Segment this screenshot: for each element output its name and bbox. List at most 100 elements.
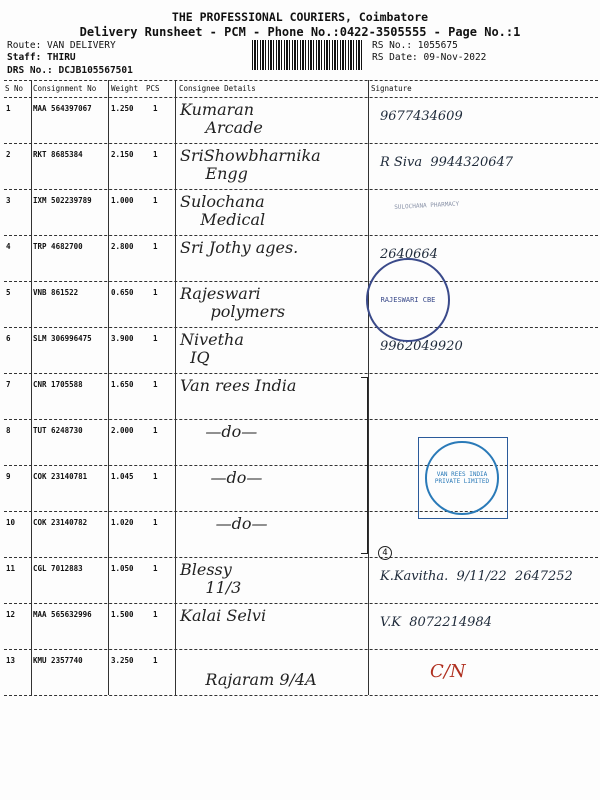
row-pcs: 1 bbox=[153, 334, 158, 343]
row-weight: 3.250 bbox=[111, 656, 134, 665]
staff: Staff: THIRU bbox=[7, 52, 76, 63]
row-divider bbox=[4, 649, 598, 650]
row-pcs: 1 bbox=[153, 242, 158, 251]
col-sno: S No bbox=[5, 84, 24, 93]
row-consignee: Rajeswari polymers bbox=[180, 284, 286, 321]
row-pcs: 1 bbox=[153, 518, 158, 527]
row-pcs: 1 bbox=[153, 426, 158, 435]
rs-date: RS Date: 09-Nov-2022 bbox=[372, 52, 487, 63]
row-consignee: Blessy 11/3 bbox=[180, 560, 242, 597]
column-line bbox=[175, 80, 176, 695]
row-pcs: 1 bbox=[153, 610, 158, 619]
row-consignee: —do— bbox=[180, 468, 263, 487]
col-pcs: PCS bbox=[146, 84, 160, 93]
row-consignment: CNR 1705588 bbox=[33, 380, 83, 389]
row-weight: 2.000 bbox=[111, 426, 134, 435]
row-weight: 1.050 bbox=[111, 564, 134, 573]
row-signature: K.Kavitha. 9/11/22 2647252 bbox=[380, 569, 573, 584]
col-weight: Weight bbox=[111, 84, 139, 93]
row-sno: 1 bbox=[6, 104, 11, 113]
row-divider bbox=[4, 143, 598, 144]
row-consignment: KMU 2357740 bbox=[33, 656, 83, 665]
row-signature: 9677434609 bbox=[380, 109, 463, 124]
divider bbox=[4, 80, 598, 81]
row-divider bbox=[4, 281, 598, 282]
row-pcs: 1 bbox=[153, 288, 158, 297]
row-consignment: COK 23140782 bbox=[33, 518, 88, 527]
row-weight: 3.900 bbox=[111, 334, 134, 343]
row-consignee: Sri Jothy ages. bbox=[180, 238, 299, 257]
row-signature: 9962049920 bbox=[380, 339, 463, 354]
row-weight: 1.250 bbox=[111, 104, 134, 113]
row-sno: 2 bbox=[6, 150, 11, 159]
bracket-mark bbox=[361, 377, 368, 554]
row-weight: 0.650 bbox=[111, 288, 134, 297]
row-sno: 4 bbox=[6, 242, 11, 251]
row-weight: 1.500 bbox=[111, 610, 134, 619]
drs-number: DRS No.: DCJB105567501 bbox=[7, 65, 133, 76]
row-signature: R Siva 9944320647 bbox=[380, 155, 514, 170]
barcode bbox=[252, 40, 362, 70]
row-consignee: —do— bbox=[180, 422, 258, 441]
company-title: THE PROFESSIONAL COURIERS, Coimbatore bbox=[171, 10, 429, 24]
bracket-note: 4 bbox=[378, 546, 392, 560]
row-consignee: Kalai Selvi bbox=[180, 606, 267, 625]
row-divider bbox=[4, 373, 598, 374]
row-consignee: —do— bbox=[180, 514, 268, 533]
row-pcs: 1 bbox=[153, 150, 158, 159]
row-signature: C/N bbox=[430, 661, 466, 682]
row-weight: 2.800 bbox=[111, 242, 134, 251]
row-signature: 2640664 bbox=[380, 247, 438, 262]
row-consignment: TUT 6248730 bbox=[33, 426, 83, 435]
row-sno: 7 bbox=[6, 380, 11, 389]
row-consignee: SriShowbharnika Engg bbox=[180, 146, 321, 183]
row-pcs: 1 bbox=[153, 196, 158, 205]
row-consignee: Kumaran Arcade bbox=[180, 100, 263, 137]
column-line bbox=[31, 80, 32, 695]
rs-number: RS No.: 1055675 bbox=[372, 40, 458, 51]
row-weight: 2.150 bbox=[111, 150, 134, 159]
row-consignment: COK 23140781 bbox=[33, 472, 88, 481]
row-weight: 1.020 bbox=[111, 518, 134, 527]
row-consignment: SLM 306996475 bbox=[33, 334, 92, 343]
row-consignment: MAA 565632996 bbox=[33, 610, 92, 619]
row-divider bbox=[4, 465, 598, 466]
table-bottom-divider bbox=[4, 695, 598, 696]
rajeswari-stamp: RAJESWARI CBE bbox=[366, 258, 450, 342]
col-consignee: Consignee Details bbox=[179, 84, 256, 93]
row-divider bbox=[4, 235, 598, 236]
row-divider bbox=[4, 603, 598, 604]
row-divider bbox=[4, 189, 598, 190]
row-signature: V.K 8072214984 bbox=[380, 615, 492, 630]
row-sno: 12 bbox=[6, 610, 16, 619]
row-pcs: 1 bbox=[153, 564, 158, 573]
row-pcs: 1 bbox=[153, 380, 158, 389]
row-divider bbox=[4, 327, 598, 328]
row-consignment: CGL 7012883 bbox=[33, 564, 83, 573]
row-sno: 5 bbox=[6, 288, 11, 297]
row-sno: 13 bbox=[6, 656, 16, 665]
vanrees-stamp-box bbox=[418, 437, 508, 519]
row-divider bbox=[4, 557, 598, 558]
row-sno: 9 bbox=[6, 472, 11, 481]
row-weight: 1.000 bbox=[111, 196, 134, 205]
vanrees-stamp: VAN REES INDIA PRIVATE LIMITED bbox=[425, 441, 499, 515]
col-signature: Signature bbox=[371, 84, 412, 93]
row-divider bbox=[4, 97, 598, 98]
row-consignment: VNB 861522 bbox=[33, 288, 79, 297]
row-consignee: Sulochana Medical bbox=[180, 192, 266, 229]
row-consignee: Nivetha IQ bbox=[180, 330, 244, 367]
row-divider bbox=[4, 511, 598, 512]
row-divider bbox=[4, 419, 598, 420]
row-weight: 1.045 bbox=[111, 472, 134, 481]
row-sno: 8 bbox=[6, 426, 11, 435]
row-sno: 3 bbox=[6, 196, 11, 205]
row-sno: 10 bbox=[6, 518, 16, 527]
row-pcs: 1 bbox=[153, 656, 158, 665]
row-sno: 11 bbox=[6, 564, 16, 573]
column-line bbox=[108, 80, 109, 695]
route: Route: VAN DELIVERY bbox=[7, 40, 116, 51]
row-sno: 6 bbox=[6, 334, 11, 343]
row-consignee: Van rees India bbox=[180, 376, 297, 395]
column-line bbox=[368, 80, 369, 695]
